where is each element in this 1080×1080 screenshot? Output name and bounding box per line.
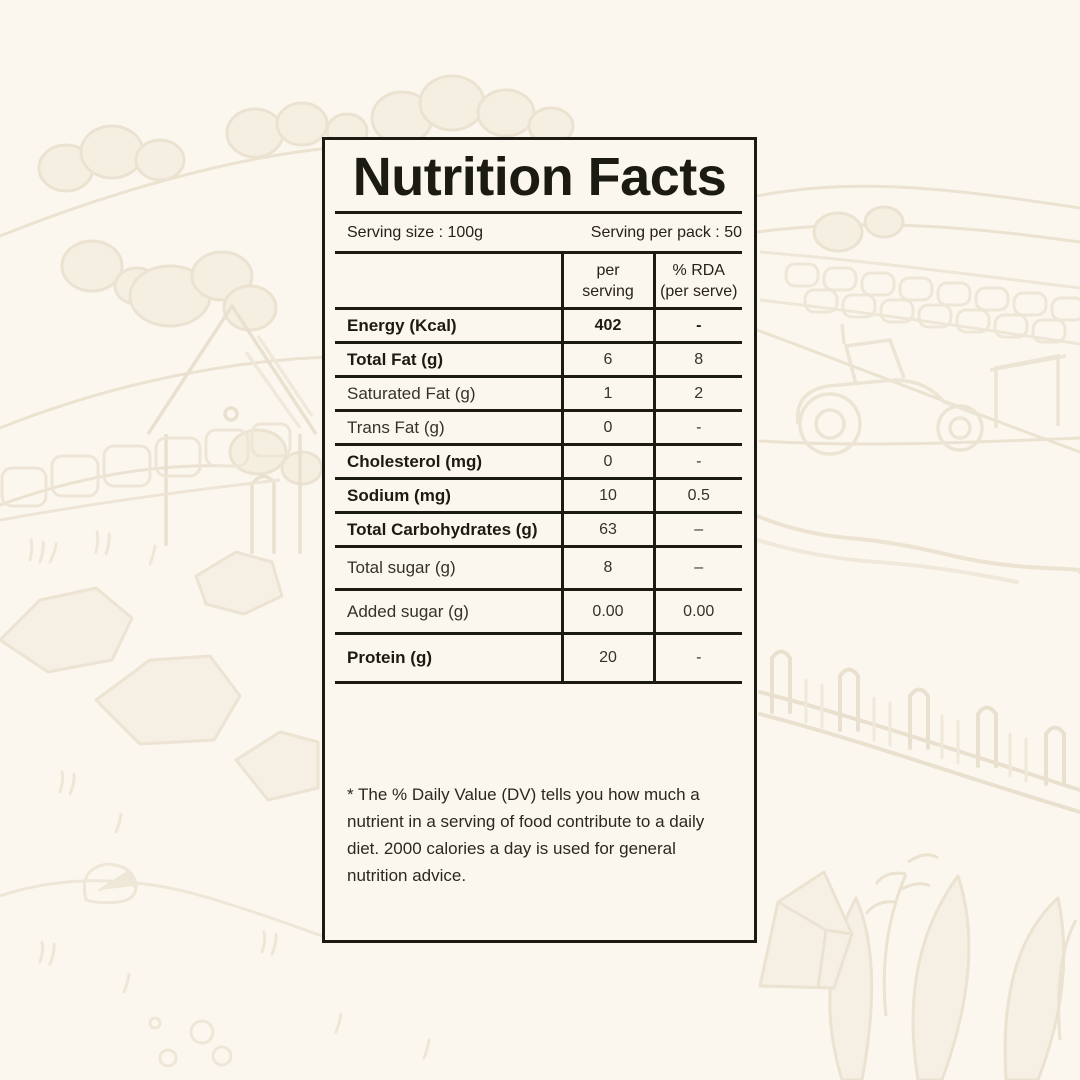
boulders-left xyxy=(0,550,320,802)
plants-bottom-right xyxy=(758,853,1078,1080)
row-per-serving: 1 xyxy=(560,376,654,412)
hedge-right xyxy=(755,514,1080,584)
divider-top xyxy=(335,211,742,214)
row-per-serving: 20 xyxy=(560,633,654,684)
nutrition-facts-panel: Nutrition Facts Serving size : 100g Serv… xyxy=(322,137,757,943)
row-label: Trans Fat (g) xyxy=(335,410,562,446)
row-rda: - xyxy=(652,444,742,480)
row-rda: – xyxy=(652,546,742,591)
field-details-bottom-left xyxy=(0,530,431,1068)
row-label: Sodium (mg) xyxy=(335,478,562,514)
table-row: Cholesterol (mg) 0 - xyxy=(335,444,742,480)
row-per-serving: 0 xyxy=(560,410,654,446)
row-rda: 0.5 xyxy=(652,478,742,514)
fence-bottom-right xyxy=(758,649,1080,814)
table-row: Trans Fat (g) 0 - xyxy=(335,410,742,446)
row-rda: - xyxy=(652,410,742,446)
row-rda: 8 xyxy=(652,342,742,378)
row-label: Total sugar (g) xyxy=(335,546,562,591)
row-per-serving: 0.00 xyxy=(560,589,654,635)
row-label: Energy (Kcal) xyxy=(335,308,562,344)
serving-info-row: Serving size : 100g Serving per pack : 5… xyxy=(335,214,742,251)
header-per-serving: per serving xyxy=(560,251,654,310)
table-row: Energy (Kcal) 402 - xyxy=(335,308,742,344)
row-label: Cholesterol (mg) xyxy=(335,444,562,480)
row-per-serving: 6 xyxy=(560,342,654,378)
tractor-and-shed xyxy=(795,323,1067,456)
trees xyxy=(37,74,905,486)
barn xyxy=(146,304,318,554)
table-row: Sodium (mg) 10 0.5 xyxy=(335,478,742,514)
row-per-serving: 8 xyxy=(560,546,654,591)
table-row: Saturated Fat (g) 1 2 xyxy=(335,376,742,412)
row-per-serving: 10 xyxy=(560,478,654,514)
row-per-serving: 0 xyxy=(560,444,654,480)
serving-size-text: Serving size : 100g xyxy=(347,223,484,241)
stone-wall-left xyxy=(0,422,292,522)
daily-value-footnote: * The % Daily Value (DV) tells you how m… xyxy=(347,785,705,885)
table-row: Protein (g) 20 - xyxy=(335,633,742,684)
row-rda: - xyxy=(652,633,742,684)
table-row: Total Carbohydrates (g) 63 – xyxy=(335,512,742,548)
row-rda: – xyxy=(652,512,742,548)
row-label: Protein (g) xyxy=(335,633,562,684)
serving-per-pack-text: Serving per pack : 50 xyxy=(590,223,742,241)
row-label: Saturated Fat (g) xyxy=(335,376,562,412)
table-row: Total Fat (g) 6 8 xyxy=(335,342,742,378)
row-per-serving: 63 xyxy=(560,512,654,548)
row-per-serving: 402 xyxy=(560,308,654,344)
nutrition-table: per serving % RDA (per serve) Energy (Kc… xyxy=(335,251,742,684)
header-rda: % RDA (per serve) xyxy=(652,251,742,310)
row-label: Total Fat (g) xyxy=(335,342,562,378)
table-header-row: per serving % RDA (per serve) xyxy=(335,251,742,310)
panel-title: Nutrition Facts xyxy=(352,147,727,207)
header-nutrient xyxy=(335,251,562,310)
row-label: Total Carbohydrates (g) xyxy=(335,512,562,548)
table-row: Added sugar (g) 0.00 0.00 xyxy=(335,589,742,635)
table-row: Total sugar (g) 8 – xyxy=(335,546,742,591)
row-rda: - xyxy=(652,308,742,344)
row-rda: 2 xyxy=(652,376,742,412)
row-label: Added sugar (g) xyxy=(335,589,562,635)
stone-wall-right xyxy=(759,250,1080,346)
nutrition-table-body: Energy (Kcal) 402 - Total Fat (g) 6 8 Sa… xyxy=(335,308,742,684)
row-rda: 0.00 xyxy=(652,589,742,635)
